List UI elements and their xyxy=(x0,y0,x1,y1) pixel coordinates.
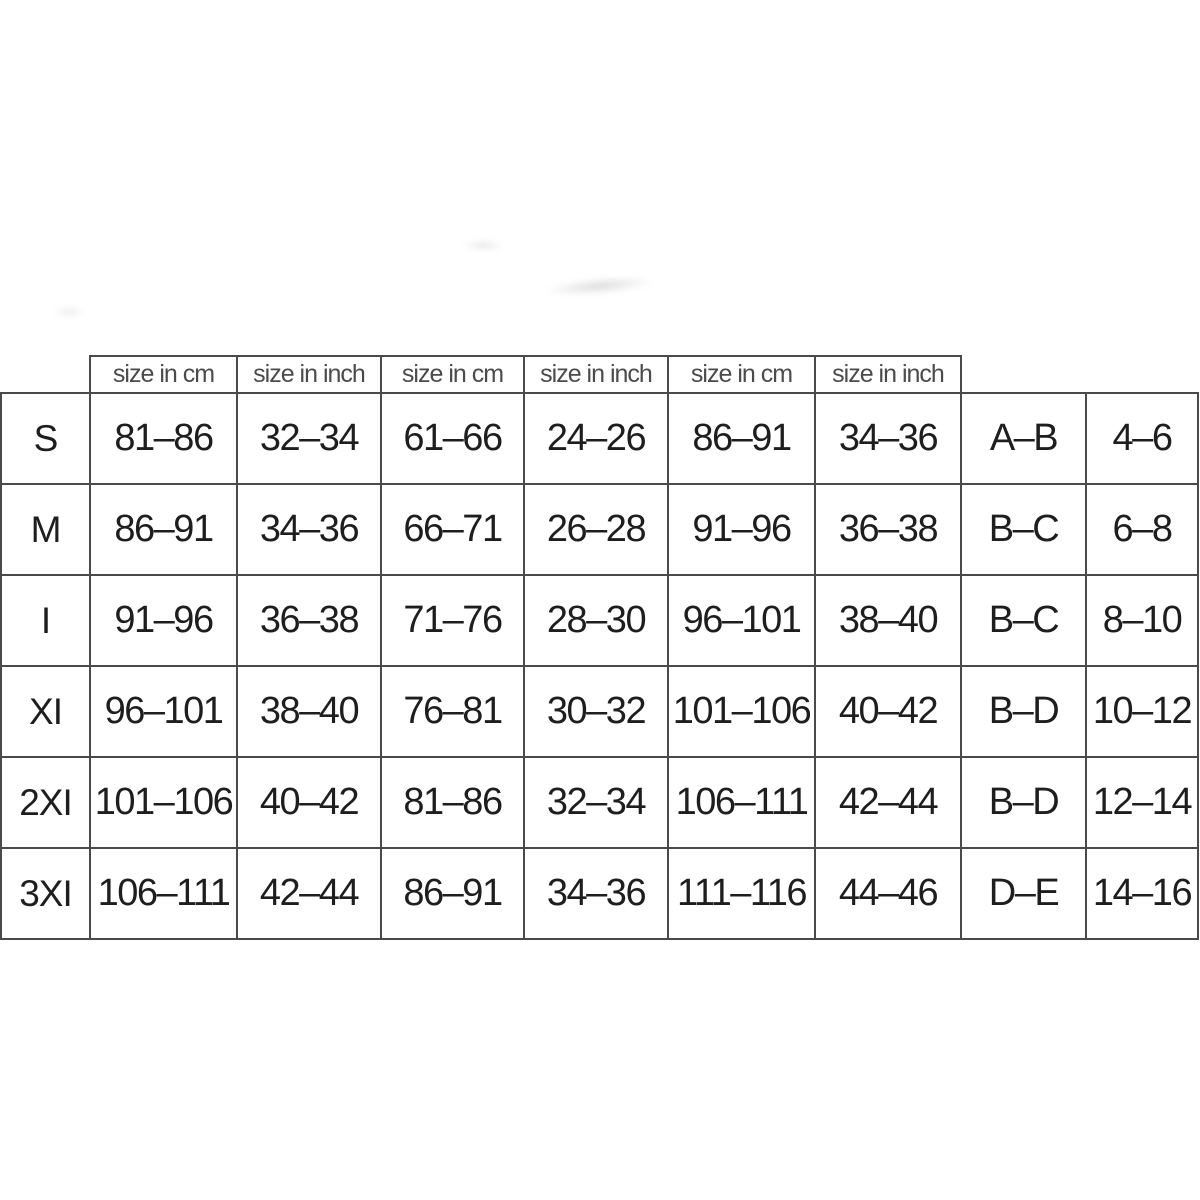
size-cell: 86–91 xyxy=(380,847,525,940)
size-cell: 71–76 xyxy=(380,574,525,667)
size-cell: 86–91 xyxy=(667,392,816,485)
size-cell: 42–44 xyxy=(236,847,382,940)
header-right-spacer xyxy=(961,356,1086,393)
scan-smudge xyxy=(544,273,656,299)
size-cell: 34–36 xyxy=(814,392,962,485)
size-cell: 40–42 xyxy=(814,665,962,758)
size-cell: 111–116 xyxy=(667,847,816,940)
size-cell: 28–30 xyxy=(523,574,669,667)
size-cell: 91–96 xyxy=(89,574,238,667)
row-label: 3XI xyxy=(0,847,91,940)
size-cell: 32–34 xyxy=(523,756,669,849)
size-cell: 106–111 xyxy=(667,756,816,849)
table-row: I 91–96 36–38 71–76 28–30 96–101 38–40 B… xyxy=(0,574,1199,667)
size-cell: 76–81 xyxy=(380,665,525,758)
column-header-inch-2: size in inch xyxy=(523,355,669,394)
size-cell: 40–42 xyxy=(236,756,382,849)
scan-smudge xyxy=(462,240,504,251)
column-header-cm-3: size in cm xyxy=(667,355,816,394)
us-size-cell: 12–14 xyxy=(1085,756,1199,849)
column-header-inch-3: size in inch xyxy=(814,355,962,394)
row-label: 2XI xyxy=(0,756,91,849)
header-row: size in cm size in inch size in cm size … xyxy=(1,355,1198,394)
cup-size-cell: A–B xyxy=(960,392,1087,485)
us-size-cell: 4–6 xyxy=(1085,392,1199,485)
size-cell: 81–86 xyxy=(89,392,238,485)
size-cell: 86–91 xyxy=(89,483,238,576)
size-cell: 42–44 xyxy=(814,756,962,849)
size-cell: 38–40 xyxy=(814,574,962,667)
size-cell: 61–66 xyxy=(380,392,525,485)
size-cell: 66–71 xyxy=(380,483,525,576)
cup-size-cell: D–E xyxy=(960,847,1087,940)
size-cell: 38–40 xyxy=(236,665,382,758)
size-cell: 106–111 xyxy=(89,847,238,940)
size-cell: 24–26 xyxy=(523,392,669,485)
column-header-cm-2: size in cm xyxy=(380,355,525,394)
size-cell: 101–106 xyxy=(89,756,238,849)
size-cell: 34–36 xyxy=(523,847,669,940)
size-cell: 26–28 xyxy=(523,483,669,576)
size-cell: 81–86 xyxy=(380,756,525,849)
header-corner-spacer xyxy=(1,356,90,393)
table-row: 2XI 101–106 40–42 81–86 32–34 106–111 42… xyxy=(0,756,1199,849)
size-cell: 36–38 xyxy=(236,574,382,667)
cup-size-cell: B–D xyxy=(960,665,1087,758)
cup-size-cell: B–C xyxy=(960,574,1087,667)
row-label: XI xyxy=(0,665,91,758)
us-size-cell: 8–10 xyxy=(1085,574,1199,667)
scan-smudge xyxy=(52,306,86,318)
row-label: M xyxy=(0,483,91,576)
size-cell: 96–101 xyxy=(89,665,238,758)
size-cell: 44–46 xyxy=(814,847,962,940)
size-cell: 30–32 xyxy=(523,665,669,758)
cup-size-cell: B–D xyxy=(960,756,1087,849)
table-row: XI 96–101 38–40 76–81 30–32 101–106 40–4… xyxy=(0,665,1199,758)
size-cell: 96–101 xyxy=(667,574,816,667)
header-right-spacer xyxy=(1086,356,1198,393)
size-cell: 32–34 xyxy=(236,392,382,485)
column-header-cm-1: size in cm xyxy=(89,355,238,394)
table-row: M 86–91 34–36 66–71 26–28 91–96 36–38 B–… xyxy=(0,483,1199,576)
cup-size-cell: B–C xyxy=(960,483,1087,576)
table-row: 3XI 106–111 42–44 86–91 34–36 111–116 44… xyxy=(0,847,1199,940)
us-size-cell: 14–16 xyxy=(1085,847,1199,940)
us-size-cell: 6–8 xyxy=(1085,483,1199,576)
column-header-inch-1: size in inch xyxy=(236,355,382,394)
us-size-cell: 10–12 xyxy=(1085,665,1199,758)
size-cell: 91–96 xyxy=(667,483,816,576)
row-label: S xyxy=(0,392,91,485)
size-cell: 101–106 xyxy=(667,665,816,758)
size-cell: 34–36 xyxy=(236,483,382,576)
size-chart-table: size in cm size in inch size in cm size … xyxy=(0,355,1199,940)
row-label: I xyxy=(0,574,91,667)
size-cell: 36–38 xyxy=(814,483,962,576)
table-row: S 81–86 32–34 61–66 24–26 86–91 34–36 A–… xyxy=(0,392,1199,485)
